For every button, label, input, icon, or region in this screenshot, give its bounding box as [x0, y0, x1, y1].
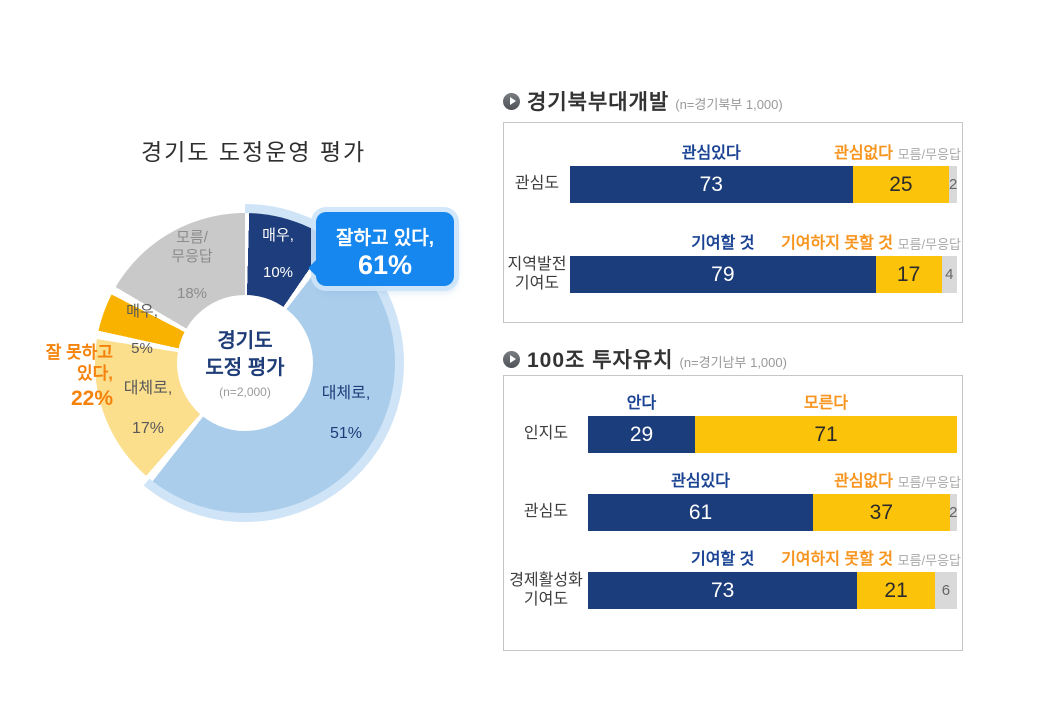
row-category: 지역발전 기여도	[507, 256, 567, 292]
section-title: 100조 투자유치	[527, 349, 674, 372]
legend-negative: 모른다	[803, 395, 849, 412]
legend-positive: 기여할 것	[691, 235, 755, 252]
legend-dontknow: 모름/무응답	[897, 553, 961, 568]
bar-segment-dontknow: 6	[934, 572, 957, 609]
slice-label-somewhat-poorly: 대체로, 17%	[123, 380, 173, 437]
section-header-north-development: 경기북부대개발 (n=경기북부 1,000)	[503, 86, 783, 116]
bar-value-positive: 29	[629, 422, 654, 446]
bar-value-positive: 73	[711, 578, 735, 602]
legend-negative: 기여하지 못할 것	[781, 551, 893, 568]
slice-label-very-poorly: 매우, 5%	[126, 302, 158, 358]
bar-segment-positive: 73	[588, 572, 858, 609]
bar-segment-negative: 25	[852, 166, 950, 203]
row-category: 인지도	[523, 425, 569, 443]
stacked-bar: 29 71	[588, 416, 957, 453]
row-category: 관심도	[523, 503, 569, 521]
bar-value-positive: 61	[688, 500, 713, 524]
survey-panel-investment: 인지도 안다 모른다 29 71 관심도 관심있다 관심없다 모름/무응답	[503, 375, 963, 651]
positive-callout: 잘하고 있다, 61%	[308, 212, 454, 286]
row-category: 관심도	[514, 175, 560, 193]
bar-row-interest: 관심도 관심있다 관심없다 모름/무응답 73 25 2	[504, 144, 962, 203]
donut-center-title: 경기도 도정 평가	[205, 329, 285, 379]
legend-positive: 관심있다	[681, 145, 741, 162]
bar-value-dontknow: 2	[948, 176, 958, 193]
bar-segment-dontknow: 2	[949, 166, 957, 203]
legend-negative: 관심없다	[834, 473, 893, 490]
negative-callout-value: 22%	[70, 387, 113, 411]
bar-segment-dontknow: 2	[949, 494, 958, 531]
bar-value-negative: 21	[884, 578, 908, 602]
bar-segment-positive: 29	[588, 416, 695, 453]
negative-callout-label: 잘 못하고 있다,	[45, 343, 113, 383]
bar-value-positive: 79	[711, 262, 735, 286]
legend-positive: 관심있다	[671, 473, 730, 490]
bar-value-negative: 71	[814, 422, 838, 446]
bar-segment-dontknow: 4	[941, 256, 957, 293]
bar-segment-negative: 37	[813, 494, 950, 531]
donut-chart: 경기도 도정 평가 (n=2,000) 매우, 10% 대체로, 51% 대체로…	[46, 203, 454, 523]
legend-negative: 기여하지 못할 것	[781, 235, 893, 252]
arrow-circle-icon	[503, 92, 520, 110]
slice-label-very-well: 매우, 10%	[262, 226, 294, 282]
bar-segment-positive: 61	[588, 494, 814, 531]
bar-segment-positive: 73	[570, 166, 853, 203]
bar-row-interest: 관심도 관심있다 관심없다 모름/무응답 61 37 2	[504, 472, 962, 531]
slice-label-somewhat-well: 대체로, 51%	[321, 385, 371, 442]
stacked-bar: 73 21 6	[588, 572, 957, 609]
legend-dontknow: 모름/무응답	[897, 147, 961, 162]
section-sample-size: (n=경기북부 1,000)	[675, 97, 783, 112]
bar-row-contribution: 지역발전 기여도 기여할 것 기여하지 못할 것 모름/무응답 79 17 4	[504, 234, 962, 293]
stacked-bar: 79 17 4	[570, 256, 957, 293]
negative-callout: 잘 못하고 있다, 22%	[35, 343, 113, 411]
stacked-bar: 73 25 2	[570, 166, 957, 203]
bar-value-dontknow: 2	[949, 504, 958, 521]
bar-value-negative: 17	[896, 262, 921, 286]
bar-segment-negative: 21	[857, 572, 935, 609]
bar-row-economy-contribution: 경제활성화 기여도 기여할 것 기여하지 못할 것 모름/무응답 73 21 6	[504, 550, 962, 609]
legend-dontknow: 모름/무응답	[897, 237, 961, 252]
bar-value-positive: 73	[699, 172, 723, 196]
donut-center-sample: (n=2,000)	[219, 384, 271, 399]
bar-value-dontknow: 4	[945, 266, 954, 283]
donut-chart-title: 경기도 도정운영 평가	[141, 139, 367, 165]
bar-segment-negative: 17	[875, 256, 942, 293]
arrow-circle-icon	[503, 350, 520, 368]
legend-positive: 안다	[626, 395, 657, 412]
row-category: 경제활성화 기여도	[509, 572, 583, 608]
bar-row-awareness: 인지도 안다 모른다 29 71	[504, 394, 962, 453]
stacked-bar: 61 37 2	[588, 494, 957, 531]
bar-value-negative: 25	[889, 172, 913, 196]
bar-value-dontknow: 6	[941, 582, 951, 599]
bar-segment-positive: 79	[570, 256, 876, 293]
slice-label-dont-know: 모름/ 무응답 18%	[171, 228, 213, 302]
legend-negative: 관심없다	[834, 145, 893, 162]
section-title: 경기북부대개발	[527, 91, 670, 114]
survey-panel-north-development: 관심도 관심있다 관심없다 모름/무응답 73 25 2 지역발전 기여도 기여…	[503, 122, 963, 323]
positive-callout-value: 61%	[357, 250, 413, 280]
positive-callout-label: 잘하고 있다,	[336, 228, 434, 249]
section-sample-size: (n=경기남부 1,000)	[679, 355, 787, 370]
section-header-investment: 100조 투자유치 (n=경기남부 1,000)	[503, 344, 787, 374]
bar-value-negative: 37	[869, 500, 894, 524]
bar-segment-negative: 71	[695, 416, 957, 453]
legend-positive: 기여할 것	[691, 551, 755, 568]
legend-dontknow: 모름/무응답	[897, 475, 961, 490]
donut-center: 경기도 도정 평가 (n=2,000)	[177, 295, 313, 431]
